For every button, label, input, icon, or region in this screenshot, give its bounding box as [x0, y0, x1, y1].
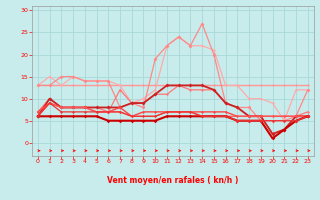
- X-axis label: Vent moyen/en rafales ( kn/h ): Vent moyen/en rafales ( kn/h ): [107, 176, 238, 185]
